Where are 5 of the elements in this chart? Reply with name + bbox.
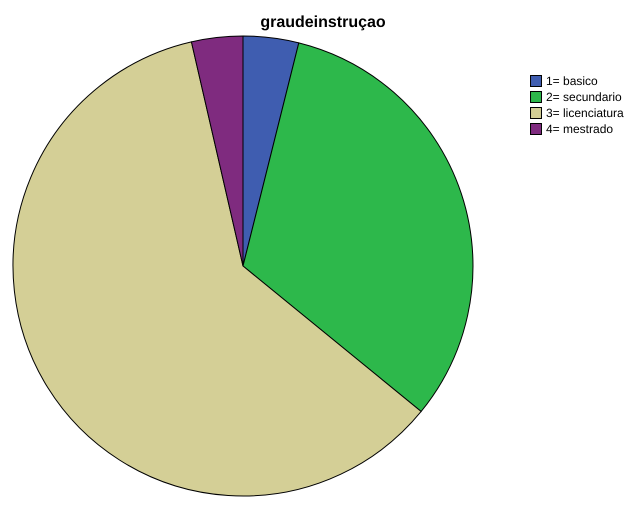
legend-label: 3= licenciatura — [546, 106, 624, 120]
legend-label: 1= basico — [546, 74, 598, 88]
chart-title: graudeinstruçao — [260, 14, 386, 31]
legend-label: 2= secundario — [546, 90, 622, 104]
legend-label: 4= mestrado — [546, 122, 614, 136]
